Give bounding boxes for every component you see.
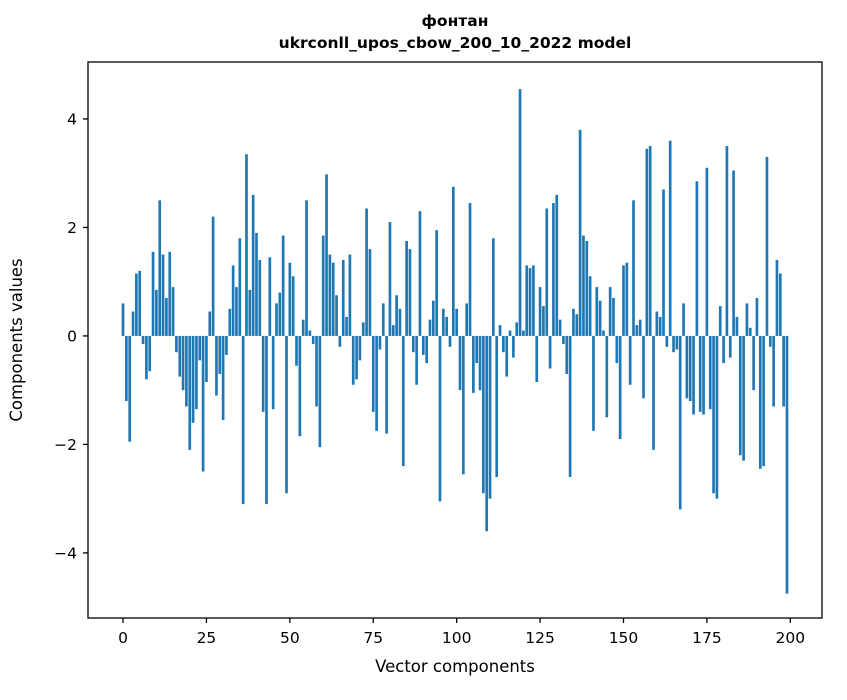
chart-title-model: ukrconll_upos_cbow_200_10_2022 model	[279, 34, 632, 52]
svg-text:150: 150	[609, 629, 639, 647]
svg-text:−4: −4	[54, 544, 77, 562]
svg-text:2: 2	[67, 219, 77, 237]
x-axis-label: Vector components	[375, 657, 535, 676]
svg-text:200: 200	[776, 629, 806, 647]
svg-text:175: 175	[692, 629, 722, 647]
svg-text:50: 50	[280, 629, 300, 647]
svg-text:0: 0	[118, 629, 128, 647]
svg-text:0: 0	[67, 327, 77, 345]
plot-area: 0 25 50 75 100 125 150 175 200 −4 −2 0 2 4	[54, 61, 823, 647]
svg-text:125: 125	[525, 629, 555, 647]
svg-text:100: 100	[442, 629, 472, 647]
svg-text:25: 25	[197, 629, 217, 647]
svg-text:−2: −2	[54, 436, 77, 454]
chart-title-word: фонтан	[422, 12, 489, 30]
svg-text:75: 75	[363, 629, 383, 647]
y-axis-label: Components values	[7, 258, 26, 421]
svg-text:4: 4	[67, 110, 77, 128]
